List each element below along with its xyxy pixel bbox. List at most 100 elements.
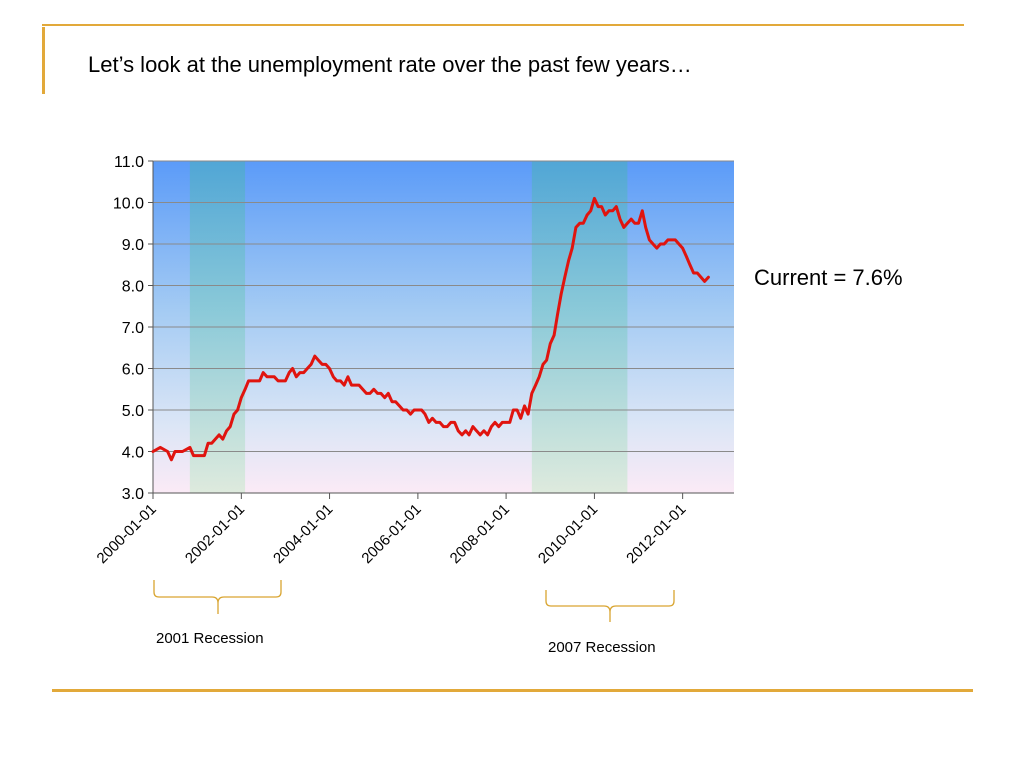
data-point-6 (189, 446, 191, 449)
data-point-127 (674, 239, 677, 241)
data-point-79 (490, 425, 493, 428)
data-point-16 (236, 409, 239, 411)
data-point-45 (361, 388, 364, 391)
data-point-52 (387, 392, 390, 395)
data-point-63 (431, 417, 434, 420)
data-point-116 (630, 218, 632, 220)
data-point-96 (556, 313, 559, 316)
data-point-134 (700, 276, 702, 279)
data-point-66 (442, 425, 445, 428)
data-point-42 (347, 376, 349, 378)
data-point-75 (475, 429, 478, 432)
data-point-40 (339, 380, 342, 382)
data-point-102 (578, 222, 581, 225)
data-point-62 (427, 421, 430, 424)
data-point-51 (383, 396, 386, 399)
data-point-131 (689, 263, 691, 266)
data-point-20 (258, 380, 261, 382)
data-point-10 (210, 442, 213, 445)
data-point-113 (619, 218, 621, 220)
data-point-31 (306, 367, 309, 370)
ytick-label-8: 11.0 (114, 154, 144, 171)
data-point-34 (317, 359, 320, 362)
data-point-68 (450, 421, 452, 424)
data-point-0 (152, 450, 154, 453)
data-point-97 (560, 293, 562, 295)
xtick-label-3: 2006-01-01 (358, 501, 424, 567)
ytick-label-6: 9.0 (122, 237, 144, 254)
data-point-57 (405, 409, 408, 411)
data-point-88 (527, 413, 529, 415)
data-point-48 (372, 388, 375, 391)
data-point-4 (174, 450, 176, 453)
data-point-53 (391, 400, 393, 403)
data-point-114 (622, 226, 625, 229)
data-point-86 (519, 417, 522, 420)
data-point-99 (567, 259, 570, 262)
ytick-label-0: 3.0 (122, 486, 144, 503)
data-point-109 (604, 214, 607, 216)
ytick-label-5: 8.0 (122, 279, 144, 296)
data-point-121 (648, 239, 651, 241)
data-point-123 (655, 247, 658, 249)
data-point-135 (703, 280, 706, 283)
data-point-94 (549, 342, 552, 345)
data-point-129 (681, 247, 684, 249)
data-point-15 (233, 413, 235, 415)
data-point-26 (288, 371, 290, 374)
data-point-82 (501, 421, 504, 424)
data-point-117 (633, 222, 636, 225)
xtick-label-6: 2012-01-01 (623, 501, 689, 567)
data-point-120 (644, 226, 647, 229)
xtick-label-4: 2008-01-01 (447, 501, 513, 567)
data-point-13 (225, 429, 228, 432)
data-point-87 (523, 405, 526, 407)
data-point-22 (266, 376, 268, 378)
data-point-56 (402, 409, 404, 411)
data-point-70 (457, 429, 460, 432)
data-point-8 (203, 454, 206, 457)
current-rate-note: Current = 7.6% (754, 265, 903, 290)
data-point-89 (531, 392, 533, 395)
data-point-112 (615, 205, 618, 208)
ytick-label-3: 6.0 (122, 362, 144, 379)
data-point-78 (486, 434, 489, 436)
data-point-85 (516, 409, 518, 411)
data-point-101 (575, 226, 577, 229)
data-point-43 (350, 384, 353, 386)
xtick-label-5: 2010-01-01 (535, 501, 601, 567)
data-point-46 (365, 392, 368, 395)
bracket-label-2001: 2001 Recession (156, 630, 264, 647)
data-point-58 (409, 413, 412, 415)
data-point-55 (398, 405, 401, 407)
data-point-50 (380, 392, 382, 395)
data-point-61 (424, 413, 426, 415)
data-point-21 (262, 371, 265, 374)
slide-title: Let’s look at the unemployment rate over… (88, 52, 692, 77)
data-point-54 (394, 400, 397, 403)
data-point-38 (332, 376, 335, 378)
data-point-72 (464, 429, 467, 432)
data-point-125 (663, 243, 665, 245)
data-point-130 (685, 255, 688, 258)
data-point-27 (291, 367, 294, 370)
data-point-49 (376, 392, 379, 395)
data-point-32 (310, 363, 312, 366)
data-point-126 (667, 239, 669, 241)
data-point-67 (446, 425, 449, 428)
data-point-115 (626, 222, 629, 225)
ytick-label-1: 4.0 (122, 445, 144, 462)
data-point-81 (497, 425, 500, 428)
bottom-accent-rule (52, 689, 973, 692)
data-point-83 (509, 421, 511, 424)
data-point-132 (692, 272, 695, 274)
data-point-103 (582, 222, 585, 225)
data-point-28 (295, 376, 298, 378)
data-point-12 (222, 438, 224, 440)
data-point-25 (284, 380, 287, 382)
bracket-label-2007: 2007 Recession (548, 639, 656, 656)
data-point-110 (608, 210, 610, 212)
data-point-19 (247, 380, 250, 382)
data-point-59 (413, 409, 415, 411)
data-point-105 (589, 210, 592, 212)
